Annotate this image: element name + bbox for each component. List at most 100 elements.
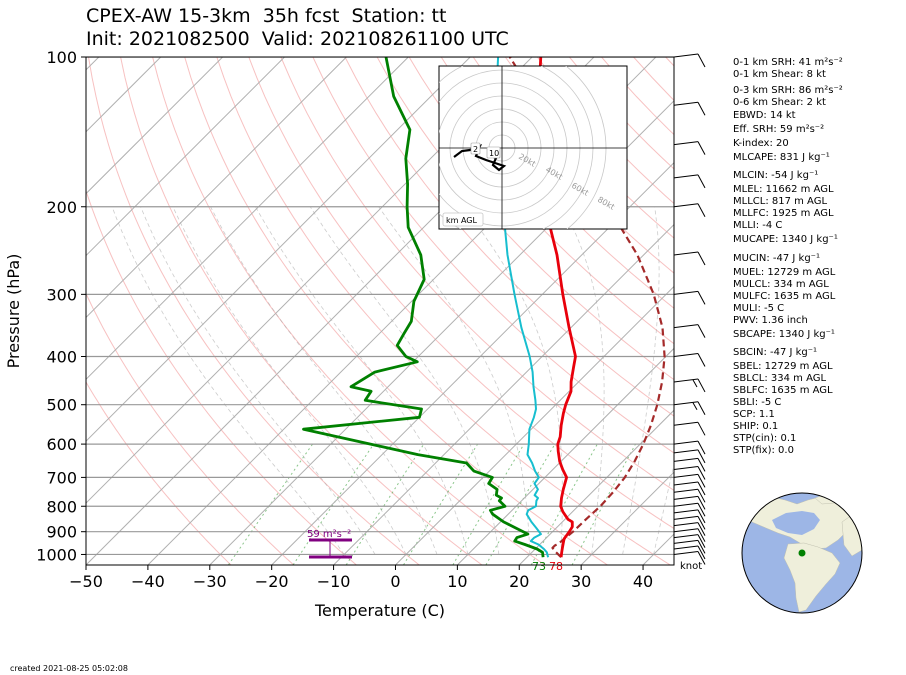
dry-adiabat <box>344 57 674 417</box>
skewt-background-lines <box>86 57 906 565</box>
wetbulb-line <box>493 57 550 558</box>
wind-barb <box>673 401 706 415</box>
wind-barb <box>673 515 706 530</box>
x-tick-label: −20 <box>255 572 289 591</box>
mixing-ratio-line <box>571 443 636 565</box>
index-line: 0-1 km SRH: 41 m²s⁻² <box>733 57 843 68</box>
x-tick-label: 10 <box>447 572 467 591</box>
x-tick-label: −50 <box>69 572 103 591</box>
barb-flag <box>697 551 706 565</box>
barb-staff <box>673 203 699 208</box>
isotherm <box>209 100 674 565</box>
index-line: MULCL: 334 m AGL <box>733 279 829 290</box>
y-tick-label: 700 <box>46 468 77 487</box>
wind-barb <box>673 378 706 393</box>
wind-barb <box>673 203 706 217</box>
y-tick-label: 200 <box>46 198 77 217</box>
barb-flag <box>697 540 706 554</box>
wind-barb <box>673 421 706 436</box>
hodograph-frame <box>438 65 628 230</box>
wind-barb <box>673 290 706 305</box>
index-line: EBWD: 14 kt <box>733 110 796 121</box>
barb-staff <box>673 449 699 454</box>
temperature-line <box>534 57 577 558</box>
index-line: SHIP: 0.1 <box>733 421 779 432</box>
dry-adiabat <box>152 57 545 565</box>
pressure-gridlines <box>86 57 674 556</box>
isotherm <box>518 409 674 565</box>
isotherm <box>457 347 674 565</box>
dry-adiabat <box>858 57 906 565</box>
dry-adiabat <box>86 381 232 565</box>
y-tick-label: 1000 <box>36 545 77 564</box>
globe-outline <box>741 492 863 614</box>
wind-barb <box>673 495 706 510</box>
moist-adiabat <box>172 206 407 555</box>
moist-adiabat <box>622 206 660 555</box>
dry-adiabat <box>280 57 674 492</box>
isotherm <box>86 57 471 442</box>
barb-staff <box>673 539 699 544</box>
isotherm <box>333 223 674 565</box>
wind-barb <box>673 449 706 464</box>
barb-flag <box>697 516 706 530</box>
skewt-annotations: 59 m²s⁻² 73 78 <box>307 529 563 573</box>
wind-barb <box>673 457 706 472</box>
barb-staff <box>673 466 699 471</box>
index-line: SBLFC: 1635 m AGL <box>733 385 833 396</box>
wind-barb <box>673 550 706 565</box>
wind-barb <box>673 466 706 480</box>
sounding-profiles <box>302 57 666 558</box>
index-line: K-index: 20 <box>733 138 789 149</box>
plot-frame <box>85 56 675 566</box>
barb-staff <box>673 378 699 383</box>
barb-flag <box>697 324 706 338</box>
barb-flag <box>697 422 706 436</box>
eff-srh-label: 59 m²s⁻² <box>307 529 351 540</box>
moist-adiabat <box>378 206 531 555</box>
barb-staff <box>673 481 699 486</box>
barb-flag <box>697 251 706 266</box>
barb-staff <box>673 401 699 406</box>
created-timestamp: created 2021-08-25 05:02:08 <box>10 664 128 673</box>
surface-temp-label: 78 <box>549 560 563 573</box>
dry-adiabat <box>890 57 906 565</box>
barb-flag <box>697 474 706 488</box>
index-line: MUCIN: -47 J kg⁻¹ <box>733 253 820 264</box>
index-line: SBLCL: 334 m AGL <box>733 373 827 384</box>
dry-adiabat <box>184 57 608 565</box>
isotherm <box>271 161 674 565</box>
wind-barb <box>673 251 706 266</box>
x-tick-label: 0 <box>390 572 400 591</box>
mixing-ratio-line <box>452 443 525 565</box>
barb-staff <box>673 550 699 555</box>
parcel-line <box>508 57 666 558</box>
index-line: MLCAPE: 831 J kg⁻¹ <box>733 152 830 163</box>
barb-flag <box>697 509 706 524</box>
barb-units-label: knot <box>680 561 702 572</box>
barb-flag <box>697 53 706 68</box>
index-line: SBCIN: -47 J kg⁻¹ <box>733 347 818 358</box>
index-line: STP(cin): 0.1 <box>733 433 797 444</box>
hodograph-height-label: 10 <box>489 149 499 158</box>
barb-flag <box>697 481 706 496</box>
barb-flag <box>697 449 706 464</box>
wind-barb <box>673 522 706 536</box>
barb-staff <box>673 440 699 445</box>
hodograph-height-label: 2 <box>473 145 478 154</box>
x-tick-label: 20 <box>509 572 529 591</box>
isotherm <box>86 57 285 257</box>
y-axis-label: Pressure (hPa) <box>4 254 23 369</box>
barb-staff <box>673 534 699 539</box>
index-line: MLCIN: -54 J kg⁻¹ <box>733 170 819 181</box>
wind-barb <box>673 53 706 68</box>
barb-staff <box>673 101 699 106</box>
isotherm <box>86 57 409 381</box>
dry-adiabat <box>86 189 357 565</box>
index-line: MUCAPE: 1340 J kg⁻¹ <box>733 234 838 245</box>
dry-adiabat <box>88 57 420 565</box>
barb-staff <box>673 174 699 179</box>
y-tick-label: 100 <box>46 48 77 67</box>
index-line: SBEL: 12729 m AGL <box>733 361 833 372</box>
